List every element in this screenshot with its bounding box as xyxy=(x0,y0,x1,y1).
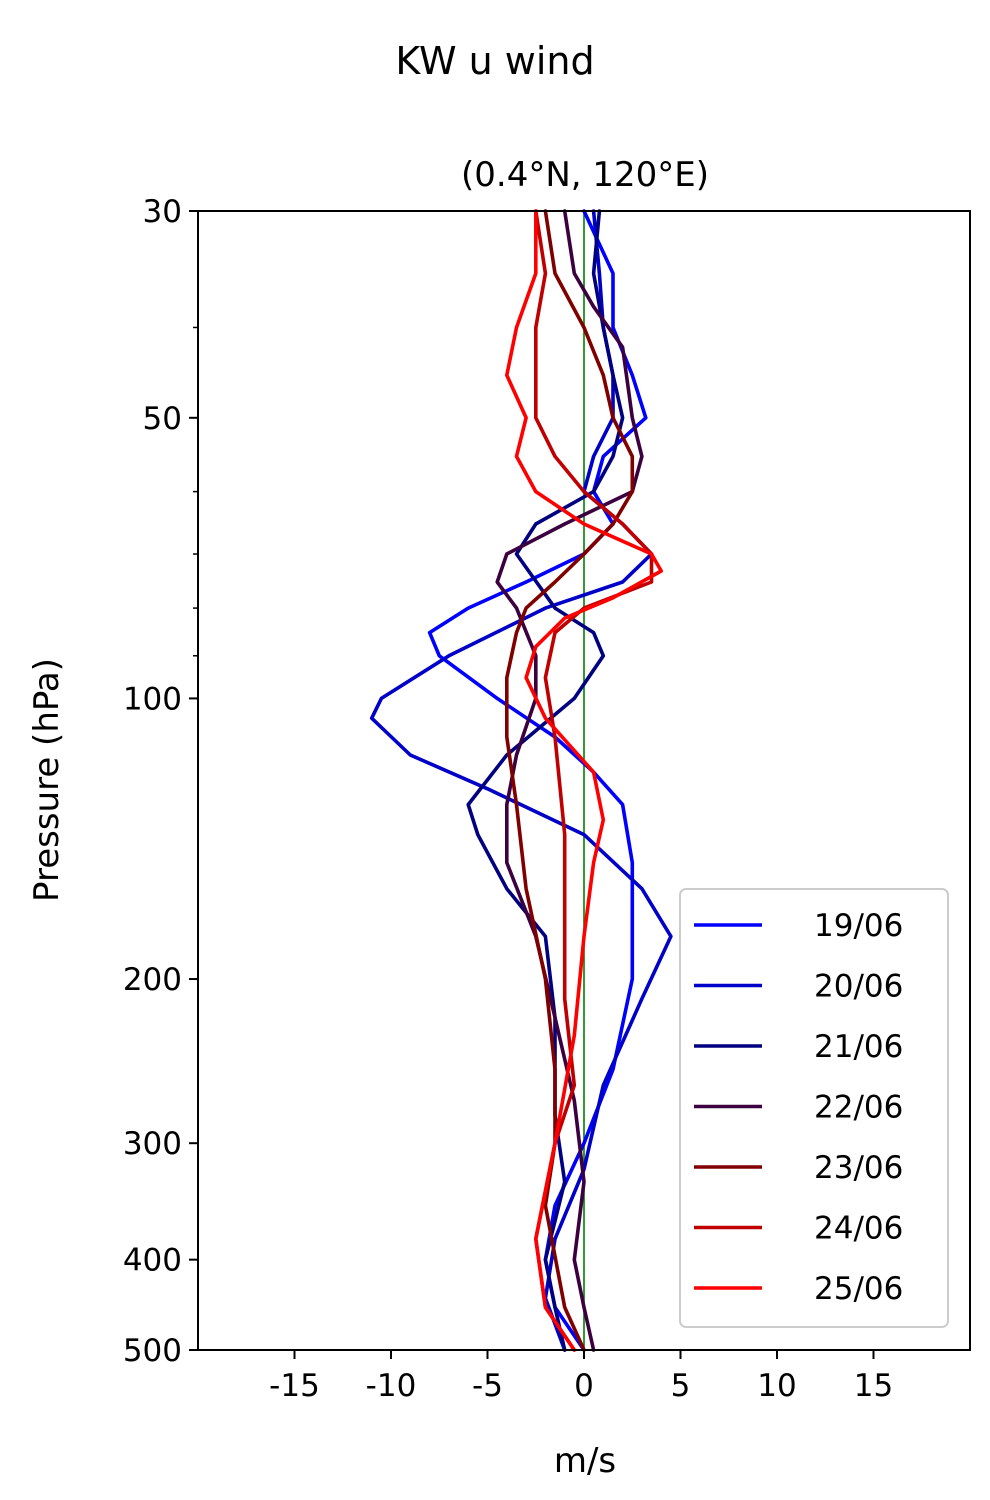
legend-label: 23/06 xyxy=(814,1150,903,1186)
y-axis-label: Pressure (hPa) xyxy=(27,658,67,902)
y-tick-label: 200 xyxy=(123,962,182,998)
y-tick-label: 500 xyxy=(123,1333,182,1369)
legend-label: 24/06 xyxy=(814,1211,903,1247)
chart-title: KW u wind xyxy=(395,39,594,83)
x-tick-label: 5 xyxy=(671,1368,691,1404)
x-tick-label: 15 xyxy=(854,1368,893,1404)
series-line-19-06 xyxy=(427,209,648,1352)
chart-subtitle: (0.4°N, 120°E) xyxy=(461,155,709,195)
x-tick-label: -10 xyxy=(366,1368,417,1404)
plot-area: -15 -10 -5 0 5 10 15 30 50 100 200 300 400 500 xyxy=(123,194,971,1404)
series-line-24-06 xyxy=(534,209,654,1352)
legend: 19/06 20/06 21/06 22/06 23/06 24/06 25/06 xyxy=(679,888,949,1328)
legend-label: 22/06 xyxy=(814,1090,903,1126)
y-tick-label: 400 xyxy=(123,1243,182,1279)
series-line-22-06 xyxy=(495,209,644,1352)
legend-label: 19/06 xyxy=(814,908,903,944)
y-tick-label: 30 xyxy=(143,194,182,230)
y-tick-label: 300 xyxy=(123,1126,182,1162)
x-tick-label: 10 xyxy=(757,1368,796,1404)
series-line-25-06 xyxy=(505,209,663,1352)
y-tick-label: 50 xyxy=(143,401,182,437)
legend-label: 25/06 xyxy=(814,1271,903,1307)
series-line-23-06 xyxy=(505,209,635,1352)
y-tick-label: 100 xyxy=(123,681,182,717)
legend-label: 21/06 xyxy=(814,1029,903,1065)
legend-label: 20/06 xyxy=(814,969,903,1005)
x-tick-label: -5 xyxy=(472,1368,503,1404)
x-tick-label: 0 xyxy=(574,1368,594,1404)
x-tick-label: -15 xyxy=(269,1368,320,1404)
legend-box xyxy=(679,888,949,1328)
x-axis-label: m/s xyxy=(554,1441,616,1481)
